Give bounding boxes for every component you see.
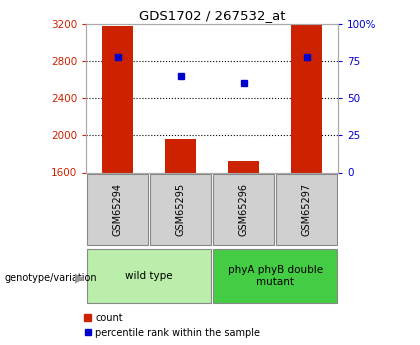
Title: GDS1702 / 267532_at: GDS1702 / 267532_at — [139, 9, 285, 22]
Bar — [150, 174, 211, 245]
Bar — [291, 24, 323, 172]
Bar — [213, 174, 274, 245]
Text: GSM65295: GSM65295 — [176, 183, 186, 236]
Text: ▶: ▶ — [75, 271, 84, 284]
Bar — [276, 174, 337, 245]
Bar — [87, 174, 148, 245]
Text: wild type: wild type — [125, 271, 173, 281]
Bar — [87, 249, 211, 303]
Legend: count, percentile rank within the sample: count, percentile rank within the sample — [84, 313, 260, 338]
Text: GSM65297: GSM65297 — [302, 183, 312, 236]
Text: genotype/variation: genotype/variation — [4, 273, 97, 283]
Bar — [228, 161, 259, 172]
Bar — [102, 26, 134, 172]
Text: GSM65294: GSM65294 — [113, 183, 123, 236]
Text: GSM65296: GSM65296 — [239, 183, 249, 236]
Bar — [165, 139, 196, 172]
Text: phyA phyB double
mutant: phyA phyB double mutant — [228, 265, 323, 287]
Bar — [213, 249, 337, 303]
